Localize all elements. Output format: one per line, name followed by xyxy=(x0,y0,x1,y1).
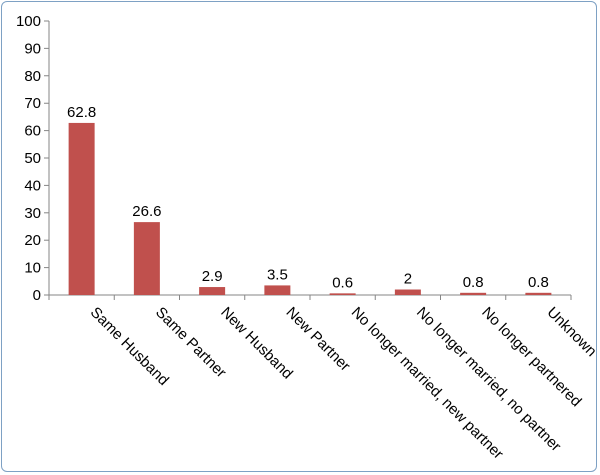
y-tick-label: 50 xyxy=(24,150,41,167)
data-label: 62.8 xyxy=(67,104,96,121)
data-label: 2.9 xyxy=(202,268,223,285)
data-label: 2 xyxy=(404,271,412,288)
data-label: 0.8 xyxy=(463,274,484,291)
y-tick-label: 0 xyxy=(33,287,41,304)
data-label: 26.6 xyxy=(132,203,161,220)
y-tick-label: 40 xyxy=(24,177,41,194)
y-tick-label: 80 xyxy=(24,68,41,85)
data-label: 0.6 xyxy=(332,274,353,291)
bar xyxy=(329,293,356,295)
bars xyxy=(68,122,552,295)
y-tick-label: 30 xyxy=(24,205,41,222)
bar xyxy=(199,287,226,295)
bar xyxy=(264,285,291,295)
y-tick-label: 20 xyxy=(24,232,41,249)
bar xyxy=(460,292,487,295)
bar xyxy=(133,222,160,295)
category-label: Unknown xyxy=(544,304,597,360)
bar xyxy=(525,292,552,295)
y-tick-label: 10 xyxy=(24,260,41,277)
data-label: 3.5 xyxy=(267,266,288,283)
bar xyxy=(68,122,95,295)
category-label: New Partner xyxy=(283,304,354,375)
axes xyxy=(44,20,572,300)
bar xyxy=(394,289,421,295)
y-tick-label: 70 xyxy=(24,95,41,112)
y-tick-label: 100 xyxy=(16,13,41,30)
y-tick-label: 90 xyxy=(24,40,41,57)
data-label: 0.8 xyxy=(528,274,549,291)
y-tick-label: 60 xyxy=(24,123,41,140)
